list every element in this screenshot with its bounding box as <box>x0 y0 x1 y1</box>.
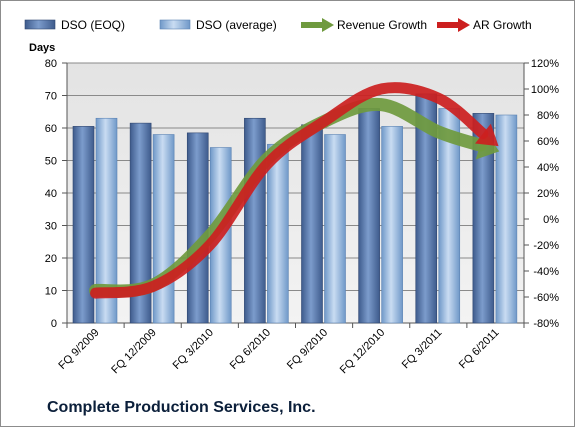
bar-dso-eoq <box>186 132 209 324</box>
legend-swatch-head <box>458 18 470 32</box>
bar-dso-average <box>381 126 403 324</box>
x-tick-label: FQ 3/2011 <box>400 327 445 372</box>
y2-tick-label: -60% <box>533 292 559 304</box>
x-tick-label: FQ 6/2010 <box>228 327 273 372</box>
bar-dso-average <box>152 134 175 324</box>
y2-tick-label: 120% <box>531 58 559 70</box>
legend-label: DSO (average) <box>196 18 277 32</box>
bar-dso-eoq <box>72 126 95 324</box>
x-tick-label: FQ 12/2009 <box>109 327 159 377</box>
legend: DSO (EOQ) DSO (average) Revenue Growth AR G… <box>24 18 532 32</box>
y-tick-label: 80 <box>45 58 57 70</box>
y2-tick-label: 100% <box>531 84 559 96</box>
x-tick-label: FQ 9/2010 <box>285 327 330 372</box>
y-tick-label: 0 <box>51 318 57 330</box>
legend-swatch-head <box>322 18 334 32</box>
y2-tick-label: -40% <box>533 266 559 278</box>
bar-dso-eoq <box>244 117 266 324</box>
bar-dso-eoq <box>358 108 380 324</box>
revenue-growth-arrowhead <box>475 130 500 160</box>
y-axis-title: Days <box>29 42 55 54</box>
bar-dso-eoq <box>472 113 495 324</box>
x-tick-label: FQ 12/2010 <box>338 327 388 377</box>
y2-tick-label: 40% <box>537 162 559 174</box>
y2-tick-label: 80% <box>537 110 559 122</box>
legend-swatch <box>159 19 191 30</box>
y-tick-label: 70 <box>45 91 57 103</box>
y2-tick-label: 60% <box>537 136 559 148</box>
legend-label: Revenue Growth <box>337 18 427 32</box>
y-tick-label: 50 <box>45 156 57 168</box>
y2-tick-label: 20% <box>537 188 559 200</box>
bar-dso-average <box>324 134 346 324</box>
y2-tick-label: 0% <box>543 214 559 226</box>
legend-label: DSO (EOQ) <box>61 18 125 32</box>
y-tick-label: 10 <box>45 286 57 298</box>
bar-dso-eoq <box>301 124 323 324</box>
y2-tick-label: -80% <box>533 318 559 330</box>
y2-tick-label: -20% <box>533 240 559 252</box>
ar-growth-line <box>90 82 489 299</box>
bar-dso-average <box>267 143 289 324</box>
bar-dso-average <box>495 114 518 324</box>
chart-title: Complete Production Services, Inc. <box>47 399 316 416</box>
ar-growth-arrowhead <box>475 123 499 147</box>
x-tick-label: FQ 9/2009 <box>56 327 101 372</box>
y-tick-label: 40 <box>45 188 57 200</box>
legend-label: AR Growth <box>473 18 532 32</box>
bar-dso-eoq <box>129 122 152 324</box>
y-tick-label: 60 <box>45 123 57 135</box>
legend-swatch <box>24 19 56 30</box>
plot-area: 0 10 20 30 40 50 60 70 80 -80% -60% -40% -20% 0% 20% 40… <box>29 42 559 376</box>
y-tick-label: 30 <box>45 221 57 233</box>
x-tick-label: FQ 6/2011 <box>457 327 502 372</box>
x-tick-label: FQ 3/2010 <box>171 327 216 372</box>
bar-dso-average <box>95 117 118 324</box>
y-tick-label: 20 <box>45 253 57 265</box>
